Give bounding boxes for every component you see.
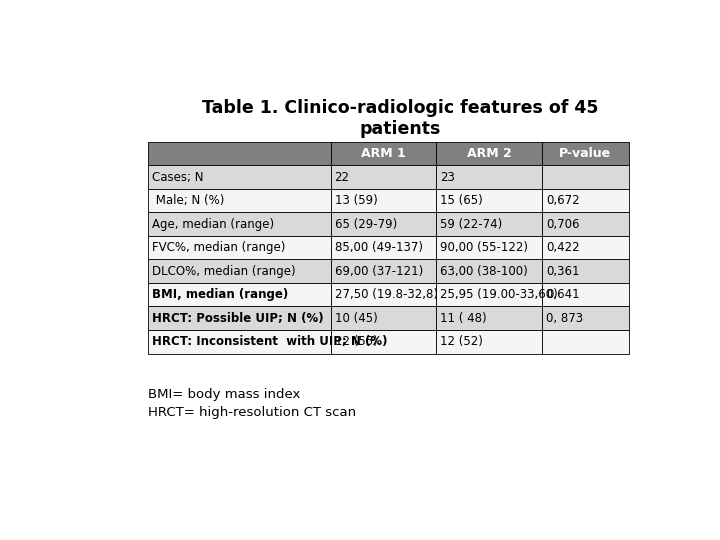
Text: Male; N (%): Male; N (%) bbox=[152, 194, 225, 207]
Bar bbox=[542, 189, 629, 212]
Text: 0,706: 0,706 bbox=[546, 218, 580, 231]
Bar bbox=[542, 307, 629, 330]
Text: 63,00 (38-100): 63,00 (38-100) bbox=[441, 265, 528, 278]
Bar bbox=[436, 212, 542, 236]
Bar bbox=[330, 259, 436, 283]
Text: HRCT: Possible UIP; N (%): HRCT: Possible UIP; N (%) bbox=[152, 312, 323, 325]
Bar bbox=[330, 283, 436, 307]
Text: 23: 23 bbox=[441, 171, 455, 184]
Bar bbox=[542, 259, 629, 283]
Text: 85,00 (49-137): 85,00 (49-137) bbox=[335, 241, 423, 254]
Bar bbox=[148, 330, 330, 354]
Text: 15 (65): 15 (65) bbox=[441, 194, 483, 207]
Bar bbox=[330, 189, 436, 212]
Bar bbox=[436, 330, 542, 354]
Text: 27,50 (19.8-32,8): 27,50 (19.8-32,8) bbox=[335, 288, 438, 301]
Bar bbox=[542, 283, 629, 307]
Text: 13 (59): 13 (59) bbox=[335, 194, 377, 207]
Text: 10 (45): 10 (45) bbox=[335, 312, 377, 325]
Bar bbox=[542, 236, 629, 259]
Text: BMI, median (range): BMI, median (range) bbox=[152, 288, 288, 301]
Text: ARM 2: ARM 2 bbox=[467, 147, 512, 160]
Text: DLCO%, median (range): DLCO%, median (range) bbox=[152, 265, 296, 278]
Text: 0,672: 0,672 bbox=[546, 194, 580, 207]
Text: 22: 22 bbox=[335, 171, 350, 184]
Bar bbox=[148, 283, 330, 307]
Text: 0,641: 0,641 bbox=[546, 288, 580, 301]
Bar bbox=[330, 330, 436, 354]
Bar bbox=[436, 236, 542, 259]
Bar bbox=[330, 212, 436, 236]
Bar bbox=[542, 212, 629, 236]
Bar bbox=[436, 165, 542, 189]
Text: 0,422: 0,422 bbox=[546, 241, 580, 254]
Bar bbox=[330, 236, 436, 259]
Bar bbox=[148, 236, 330, 259]
Text: FVC%, median (range): FVC%, median (range) bbox=[152, 241, 285, 254]
Text: 0, 873: 0, 873 bbox=[546, 312, 583, 325]
Bar bbox=[542, 142, 629, 165]
Text: 65 (29-79): 65 (29-79) bbox=[335, 218, 397, 231]
Text: HRCT: Inconsistent  with UIP; N (%): HRCT: Inconsistent with UIP; N (%) bbox=[152, 335, 387, 348]
Bar bbox=[148, 259, 330, 283]
Bar bbox=[148, 189, 330, 212]
Text: Age, median (range): Age, median (range) bbox=[152, 218, 274, 231]
Bar bbox=[436, 259, 542, 283]
Bar bbox=[148, 165, 330, 189]
Text: Cases; N: Cases; N bbox=[152, 171, 204, 184]
Text: 59 (22-74): 59 (22-74) bbox=[441, 218, 503, 231]
Bar bbox=[436, 307, 542, 330]
Bar bbox=[148, 307, 330, 330]
Bar bbox=[148, 212, 330, 236]
Text: Table 1. Clinico-radiologic features of 45
patients: Table 1. Clinico-radiologic features of … bbox=[202, 99, 598, 138]
Text: 11 ( 48): 11 ( 48) bbox=[441, 312, 487, 325]
Text: HRCT= high-resolution CT scan: HRCT= high-resolution CT scan bbox=[148, 406, 356, 419]
Text: 69,00 (37-121): 69,00 (37-121) bbox=[335, 265, 423, 278]
Text: 12 (55): 12 (55) bbox=[335, 335, 377, 348]
Bar bbox=[436, 142, 542, 165]
Text: BMI= body mass index: BMI= body mass index bbox=[148, 388, 300, 401]
Bar bbox=[148, 142, 330, 165]
Bar bbox=[542, 330, 629, 354]
Bar bbox=[330, 142, 436, 165]
Bar bbox=[330, 165, 436, 189]
Text: 90,00 (55-122): 90,00 (55-122) bbox=[441, 241, 528, 254]
Text: 25,95 (19.00-33,60): 25,95 (19.00-33,60) bbox=[441, 288, 558, 301]
Bar bbox=[542, 165, 629, 189]
Text: P-value: P-value bbox=[559, 147, 611, 160]
Bar bbox=[436, 189, 542, 212]
Bar bbox=[436, 283, 542, 307]
Bar bbox=[330, 307, 436, 330]
Text: ARM 1: ARM 1 bbox=[361, 147, 406, 160]
Text: 0,361: 0,361 bbox=[546, 265, 580, 278]
Text: 12 (52): 12 (52) bbox=[441, 335, 483, 348]
